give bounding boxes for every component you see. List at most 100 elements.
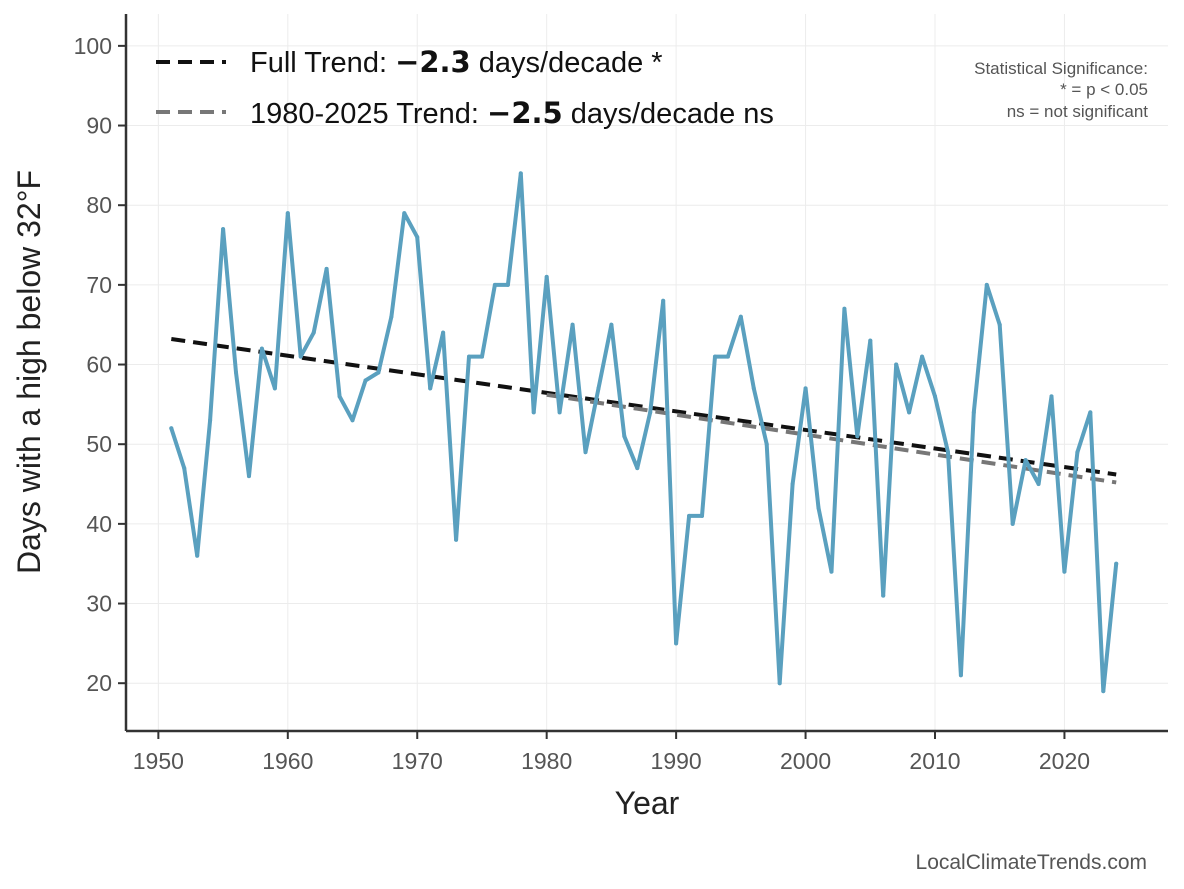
data-point (337, 394, 342, 399)
y-tick-label: 50 (86, 431, 112, 457)
data-point (311, 330, 316, 335)
data-point (971, 410, 976, 415)
data-point (881, 593, 886, 598)
data-point (1062, 569, 1067, 574)
x-axis-ticks: 1950 1960 1970 1980 1990 2000 2010 2020 (133, 731, 1090, 774)
x-tick-label: 1960 (262, 748, 313, 774)
y-tick-label: 70 (86, 272, 112, 298)
y-tick-label: 60 (86, 352, 112, 378)
data-point (479, 354, 484, 359)
trend-line-1 (546, 392, 1117, 485)
x-tick-label: 2010 (909, 748, 960, 774)
data-point (596, 386, 601, 391)
legend-entry-1980-trend: 1980-2025 Trend: −2.5 days/decade ns (250, 96, 774, 130)
data-point (324, 266, 329, 271)
legend-1980-trend-prefix: 1980-2025 Trend: (250, 98, 487, 130)
data-point (441, 330, 446, 335)
data-point (492, 282, 497, 287)
legend-1980-trend-value: −2.5 (487, 96, 563, 130)
data-point (1075, 450, 1080, 455)
data-point (298, 354, 303, 359)
data-point (531, 410, 536, 415)
data-point (1114, 561, 1119, 566)
data-point (855, 434, 860, 439)
legend-full-trend-prefix: Full Trend: (250, 47, 395, 79)
data-point (933, 394, 938, 399)
data-point (182, 466, 187, 471)
data-point (428, 386, 433, 391)
data-point (285, 211, 290, 216)
y-tick-label: 100 (74, 33, 112, 59)
data-point (648, 410, 653, 415)
data-point (169, 426, 174, 431)
data-point (467, 354, 472, 359)
legend: Full Trend: −2.3 days/decade * 1980-2025… (156, 45, 774, 130)
significance-note-line-3: ns = not significant (1007, 102, 1149, 121)
data-point (415, 235, 420, 240)
x-tick-label: 1990 (651, 748, 702, 774)
data-point (816, 505, 821, 510)
data-point (958, 673, 963, 678)
data-point (777, 681, 782, 686)
data-point (997, 322, 1002, 327)
data-point (246, 474, 251, 479)
data-point (234, 370, 239, 375)
data-point (635, 466, 640, 471)
data-point (894, 362, 899, 367)
data-point (1023, 458, 1028, 463)
y-tick-label: 20 (86, 670, 112, 696)
data-point (712, 354, 717, 359)
y-tick-label: 40 (86, 511, 112, 537)
x-axis-title: Year (615, 785, 680, 821)
data-point (738, 314, 743, 319)
data-point (505, 282, 510, 287)
data-point (570, 322, 575, 327)
data-point (829, 569, 834, 574)
y-tick-label: 90 (86, 113, 112, 139)
legend-entry-full-trend: Full Trend: −2.3 days/decade * (250, 45, 663, 79)
legend-full-trend-suffix: days/decade * (471, 47, 663, 79)
data-point (661, 298, 666, 303)
data-point (920, 354, 925, 359)
data-point (1036, 482, 1041, 487)
y-tick-label: 30 (86, 591, 112, 617)
series-line-0 (169, 171, 1119, 694)
y-axis-title: Days with a high below 32°F (11, 170, 47, 574)
x-tick-label: 1970 (392, 748, 443, 774)
data-point (272, 386, 277, 391)
data-point (389, 314, 394, 319)
data-point (583, 450, 588, 455)
y-axis-ticks: 20 30 40 50 60 70 80 90 100 (74, 33, 126, 696)
data-point (454, 537, 459, 542)
legend-full-trend-value: −2.3 (395, 45, 471, 79)
data-point (208, 418, 213, 423)
x-tick-label: 2020 (1039, 748, 1090, 774)
data-point (259, 346, 264, 351)
data-point (700, 513, 705, 518)
data-point (350, 418, 355, 423)
legend-1980-trend-suffix: days/decade ns (563, 98, 774, 130)
data-point (984, 282, 989, 287)
data-point (1049, 394, 1054, 399)
significance-note: Statistical Significance: * = p < 0.05 n… (974, 59, 1148, 121)
trend-line-0 (171, 337, 1117, 477)
data-point (518, 171, 523, 176)
data-point (868, 338, 873, 343)
data-point (907, 410, 912, 415)
data-point (557, 410, 562, 415)
data-point (674, 641, 679, 646)
significance-note-line-1: Statistical Significance: (974, 59, 1148, 78)
trend-lines (171, 337, 1117, 485)
credit-text: LocalClimateTrends.com (916, 851, 1147, 874)
data-point (363, 378, 368, 383)
y-tick-label: 80 (86, 192, 112, 218)
data-point (376, 370, 381, 375)
x-tick-label: 1950 (133, 748, 184, 774)
data-point (1101, 689, 1106, 694)
data-point (751, 386, 756, 391)
data-point (402, 211, 407, 216)
data-point (790, 482, 795, 487)
data-point (544, 274, 549, 279)
x-tick-label: 2000 (780, 748, 831, 774)
